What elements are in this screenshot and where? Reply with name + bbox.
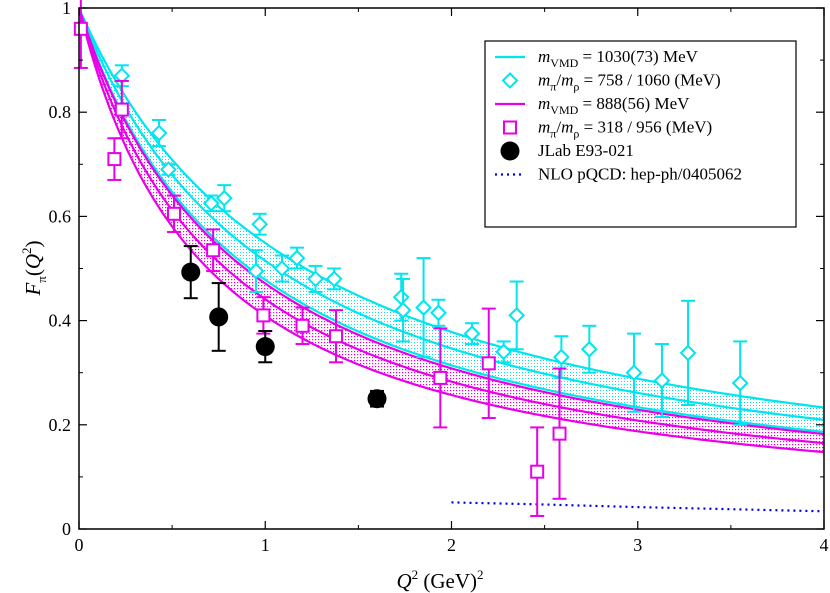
diamond-point bbox=[552, 348, 570, 366]
diamond-point bbox=[508, 306, 526, 324]
legend-item: JLab E93-021 bbox=[500, 141, 634, 161]
diamond-point bbox=[463, 325, 481, 343]
diamond-point bbox=[288, 249, 306, 267]
diamond-point bbox=[625, 364, 643, 382]
curve-0 bbox=[79, 8, 824, 421]
pqcd-curve bbox=[451, 501, 824, 513]
legend-item: mVMD = 1030(73) MeV bbox=[495, 47, 699, 70]
y-tick-label: 1 bbox=[62, 0, 71, 18]
legend-square-sample bbox=[503, 120, 517, 135]
diamond-point bbox=[251, 215, 269, 233]
y-tick-label: 0.2 bbox=[49, 415, 72, 435]
legend-label: JLab E93-021 bbox=[538, 141, 634, 160]
diamond-point bbox=[307, 270, 324, 288]
circle-point bbox=[255, 337, 275, 357]
diamond-point bbox=[159, 161, 177, 178]
square-point bbox=[481, 356, 496, 371]
y-tick-label: 0.6 bbox=[49, 206, 72, 226]
circle-point bbox=[181, 262, 201, 282]
x-tick-label: 4 bbox=[820, 535, 829, 555]
diamond-point bbox=[731, 374, 749, 392]
diamond-point bbox=[150, 124, 168, 142]
legend-box bbox=[484, 40, 797, 228]
diamond-point bbox=[215, 189, 233, 207]
legend-item: mVMD = 888(56) MeV bbox=[495, 94, 690, 117]
legend-item: mπ/mρ = 318 / 956 (MeV) bbox=[503, 118, 712, 141]
band-0 bbox=[79, 8, 824, 432]
x-tick-label: 2 bbox=[447, 535, 456, 555]
diamond-point bbox=[415, 299, 432, 316]
legend-diamond-sample bbox=[501, 72, 519, 89]
x-tick-label: 3 bbox=[633, 535, 642, 555]
legend-label: mπ/mρ = 758 / 1060 (MeV) bbox=[538, 71, 721, 94]
circle-point bbox=[209, 307, 229, 327]
y-tick-label: 0.4 bbox=[49, 311, 72, 331]
square-point bbox=[256, 308, 271, 323]
diamond-point bbox=[273, 260, 291, 277]
legend-label: mVMD = 1030(73) MeV bbox=[538, 47, 699, 70]
x-tick-label: 1 bbox=[261, 535, 270, 555]
legend-circle-sample bbox=[500, 141, 520, 161]
diamond-point bbox=[394, 301, 412, 319]
legend-label: mπ/mρ = 318 / 956 (MeV) bbox=[538, 118, 712, 141]
square-point bbox=[329, 329, 344, 344]
curve-3 bbox=[79, 8, 824, 445]
square-point bbox=[107, 152, 122, 167]
square-point bbox=[295, 318, 310, 333]
square-point bbox=[206, 243, 221, 258]
legend-label: NLO pQCD: hep-ph/0405062 bbox=[538, 165, 742, 184]
square-point bbox=[552, 426, 567, 441]
error-bands bbox=[79, 8, 824, 453]
curve-1 bbox=[79, 8, 824, 409]
curve-4 bbox=[79, 8, 824, 436]
square-point bbox=[433, 370, 448, 385]
legend-item: NLO pQCD: hep-ph/0405062 bbox=[495, 165, 742, 184]
diamond-point bbox=[325, 270, 343, 288]
y-tick-label: 0 bbox=[62, 519, 71, 539]
data-markers bbox=[73, 0, 749, 517]
x-axis-title: Q2 (GeV)2 bbox=[396, 567, 483, 593]
diamond-point bbox=[580, 340, 598, 358]
pqcd-line bbox=[451, 501, 824, 513]
circle-point bbox=[367, 389, 387, 409]
square-point bbox=[73, 21, 88, 36]
diamond-point bbox=[247, 262, 265, 280]
square-point bbox=[166, 206, 181, 221]
curve-5 bbox=[79, 8, 824, 454]
axis-ticks: 0 1 2 3 4 0 0.2 0.4 0.6 0.8 1 bbox=[49, 0, 829, 555]
y-tick-label: 0.8 bbox=[49, 102, 72, 122]
diamond-point bbox=[430, 304, 447, 322]
legend-label: mVMD = 888(56) MeV bbox=[538, 94, 690, 117]
y-axis-title: Fπ(Q2) bbox=[19, 240, 49, 296]
diamond-point bbox=[392, 288, 410, 306]
diamond-point bbox=[679, 344, 697, 362]
diamond-point bbox=[495, 343, 513, 361]
curve-2 bbox=[79, 8, 824, 433]
square-point bbox=[114, 102, 129, 117]
legend-item: mπ/mρ = 758 / 1060 (MeV) bbox=[501, 71, 721, 94]
diamond-point bbox=[202, 194, 220, 212]
vmd-curves bbox=[79, 8, 824, 454]
diamond-point bbox=[653, 372, 671, 389]
x-tick-label: 0 bbox=[75, 535, 84, 555]
square-point bbox=[530, 464, 545, 479]
